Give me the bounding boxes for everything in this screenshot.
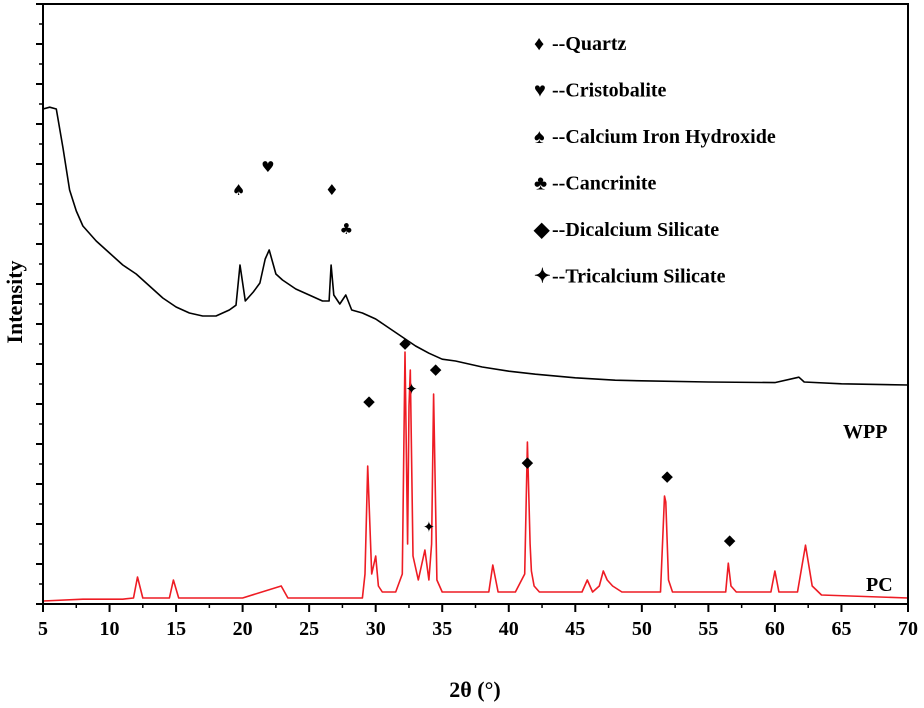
x-tick-label: 50 (632, 618, 652, 640)
legend-symbol: ♠ (534, 126, 545, 148)
legend-label: --Cristobalite (552, 80, 667, 102)
peak-marker: ♦ (325, 181, 338, 199)
x-tick-label: 65 (831, 618, 851, 640)
legend-label: --Calcium Iron Hydroxide (552, 126, 776, 148)
x-tick-label: 55 (698, 618, 718, 640)
legend-label: --Cancrinite (552, 173, 657, 195)
peak-marker: ◆ (430, 360, 442, 378)
series-layer (42, 106, 909, 602)
peak-marker: ♥ (261, 158, 274, 176)
legend-label: --Quartz (552, 33, 627, 55)
x-tick-label: 60 (765, 618, 785, 640)
x-tick-label: 35 (432, 618, 452, 640)
peak-marker: ◆ (724, 531, 736, 549)
peak-marker: ✦ (423, 518, 436, 536)
series-line-wpp (42, 106, 909, 386)
series-label-pc: PC (866, 574, 893, 596)
peak-marker: ◆ (399, 334, 411, 352)
peak-marker: ✦ (405, 380, 418, 398)
peak-marker: ◆ (363, 392, 375, 410)
axis-ticks: 5 10 15 20 25 30 35 40 45 50 55 60 65 70 (36, 3, 918, 640)
peak-marker: ♠ (232, 181, 245, 199)
x-tick-label: 20 (233, 618, 253, 640)
legend-label: --Dicalcium Silicate (552, 219, 719, 241)
peak-marker: ◆ (661, 467, 673, 485)
legend-symbol: ♥ (534, 80, 546, 102)
series-line-pc (42, 351, 909, 602)
peak-marker: ♣ (340, 220, 353, 238)
x-tick-label: 10 (100, 618, 120, 640)
x-tick-label: 30 (366, 618, 386, 640)
x-tick-label: 40 (499, 618, 519, 640)
peak-marker: ◆ (522, 453, 534, 471)
legend-symbol: ♣ (534, 173, 547, 195)
legend: ♦ --Quartz ♥ --Cristobalite ♠ --Calcium Iron … (533, 33, 776, 288)
y-axis-title: Intensity (2, 260, 27, 343)
x-tick-label: 25 (299, 618, 319, 640)
legend-symbol: ✦ (534, 266, 551, 288)
x-axis-title: 2θ (°) (449, 677, 500, 702)
peak-markers: ♠ ♥ ♦ ♣ ◆ ◆ ✦ ◆ ✦ ◆ ◆ ◆ (232, 158, 736, 549)
series-label-wpp: WPP (843, 421, 887, 443)
x-tick-label: 70 (898, 618, 918, 640)
legend-symbol: ♦ (534, 33, 544, 55)
legend-symbol: ◆ (533, 219, 550, 241)
legend-label: --Tricalcium Silicate (552, 266, 726, 288)
x-tick-label: 15 (166, 618, 186, 640)
x-tick-label: 5 (38, 618, 48, 640)
x-tick-label: 45 (565, 618, 585, 640)
